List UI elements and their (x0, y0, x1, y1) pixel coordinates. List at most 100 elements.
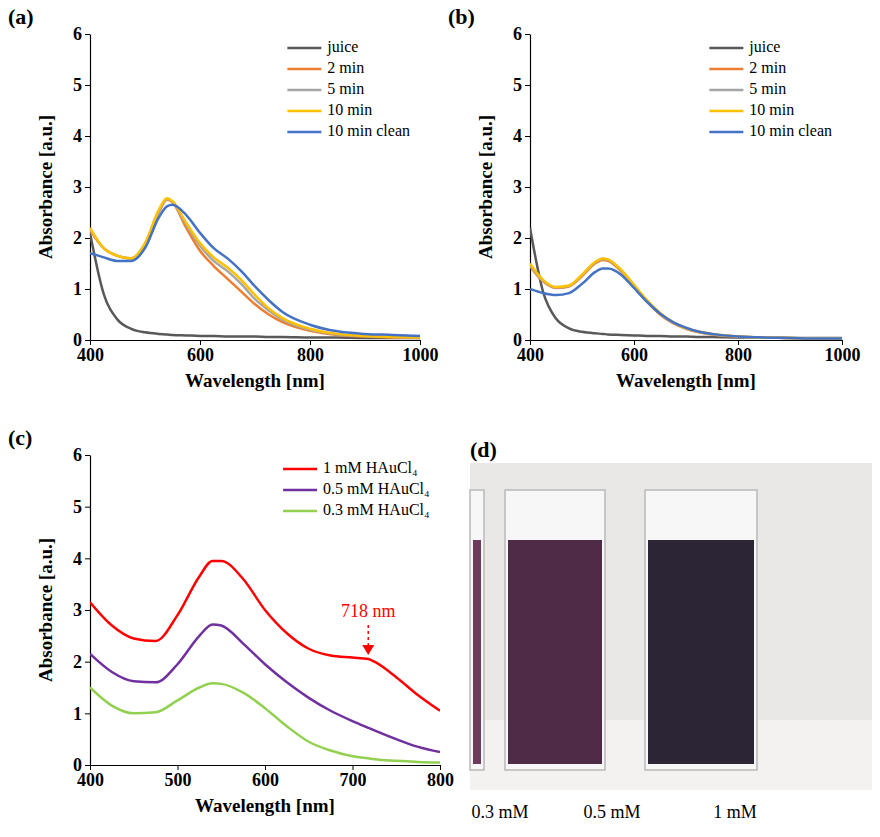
tick-mark (85, 558, 90, 559)
tick-mark (85, 289, 90, 290)
legend-label: juice (748, 38, 780, 56)
tick: 3 (513, 177, 530, 197)
tick-mark (525, 289, 530, 290)
tick-mark (525, 238, 530, 239)
axis: 0 1 2 3 4 5 6 (73, 445, 91, 775)
panel-label: (d) (470, 437, 497, 462)
legend-label: 5 min (749, 80, 786, 97)
tick-label: 600 (621, 345, 648, 365)
legend-label: 1 mM HAuCl₄ (323, 459, 418, 476)
tick-mark (525, 340, 530, 341)
tick-label: 4 (73, 126, 82, 146)
tick: 3 (73, 177, 90, 197)
tick: 1000 (825, 340, 861, 365)
tick: 6 (73, 24, 90, 44)
legend-swatch (283, 468, 317, 471)
axis-title: Wavelength [nm] (185, 370, 325, 391)
tick: 600 (252, 765, 279, 790)
plot-lines (90, 198, 420, 338)
legend: juice2 min5 min10 min10 min clean (287, 38, 410, 139)
tick-label: 3 (73, 600, 82, 620)
legend-label: juice (326, 38, 358, 56)
tick: 6 (513, 24, 530, 44)
axis: 0 1 2 3 4 5 6 (513, 24, 531, 350)
axis-title: Wavelength [nm] (195, 795, 335, 816)
series-line (90, 624, 440, 752)
tick: 500 (165, 765, 192, 790)
photo-caption: 1 mM (713, 802, 757, 822)
legend-swatch (709, 68, 743, 71)
tick-label: 4 (513, 126, 522, 146)
tick-label: 6 (73, 445, 82, 465)
tick-label: 2 (73, 652, 82, 672)
plot-lines (530, 228, 842, 339)
tick: 0 (73, 330, 90, 350)
series-line (90, 205, 420, 336)
tick-label: 1000 (403, 345, 439, 365)
tick-mark (85, 610, 90, 611)
tick-label: 1 (73, 704, 82, 724)
legend-label: 10 min clean (327, 122, 410, 139)
tick: 5 (73, 497, 90, 517)
tick-label: 5 (513, 75, 522, 95)
cuvette (505, 490, 605, 770)
tick-label: 600 (252, 770, 279, 790)
tick-mark (525, 187, 530, 188)
panel: 40060080010000123456Wavelength [nm]Absor… (448, 4, 861, 391)
tick: 4 (73, 126, 90, 146)
series-line (90, 561, 440, 711)
tick: 2 (73, 652, 90, 672)
tick: 3 (73, 600, 90, 620)
tick-label: 700 (340, 770, 367, 790)
series-line (90, 683, 440, 762)
tick: 800 (427, 765, 454, 790)
legend-swatch (709, 89, 743, 92)
legend-swatch (287, 47, 321, 50)
legend-label: 0.3 mM HAuCl₄ (323, 501, 430, 518)
plot-lines (90, 561, 440, 763)
legend-swatch (283, 489, 317, 492)
tick-label: 5 (73, 75, 82, 95)
photo-panel: (d)0.3 mM0.5 mM1 mM (470, 437, 872, 822)
legend-swatch (283, 510, 317, 513)
tick-label: 5 (73, 497, 82, 517)
tick: 600 (621, 340, 648, 365)
series-line (530, 228, 842, 338)
figure: 4 0 0 600 800 1000 0 1 2 3 4 5 6 Wavelength [nm] Absor… (0, 0, 880, 837)
legend: juice2 min5 min10 min10 min clean (709, 38, 832, 139)
tick-label: 0 (513, 330, 522, 350)
tick-mark (525, 85, 530, 86)
tick-mark (85, 662, 90, 663)
tick: 700 (340, 765, 367, 790)
panel-label: (b) (448, 4, 475, 29)
tick-label: 0 (73, 755, 82, 775)
panel: 4005006007008000123456Wavelength [nm]Abs… (8, 425, 454, 816)
panel: 40060080010000123456Wavelength [nm]Absor… (8, 4, 439, 391)
axis-line (530, 35, 531, 341)
tick-label: 800 (427, 770, 454, 790)
axis-line (90, 456, 91, 766)
legend-swatch (709, 47, 743, 50)
tick: 800 (725, 340, 752, 365)
tick: 2 (513, 228, 530, 248)
legend-swatch (287, 68, 321, 71)
legend-swatch (287, 110, 321, 113)
panel-label: (c) (8, 425, 32, 450)
photo-background (470, 463, 872, 790)
axis: 4006008001000 (517, 340, 861, 365)
tick-mark (525, 136, 530, 137)
tick: 0 (73, 755, 90, 775)
tick-label: 1 (513, 279, 522, 299)
tick-label: 800 (725, 345, 752, 365)
panel-label: (a) (8, 4, 34, 29)
tick: 5 (73, 75, 90, 95)
axis-line (531, 340, 843, 341)
tick-label: 800 (297, 345, 324, 365)
tick-mark (85, 340, 90, 341)
axis-title: Wavelength [nm] (616, 370, 756, 391)
tick: 4 (73, 549, 90, 569)
tick-mark (85, 238, 90, 239)
annotation-label: 718 nm (341, 601, 396, 621)
axis-title: Absorbance [a.u.] (35, 538, 56, 682)
tick-mark (85, 455, 90, 456)
